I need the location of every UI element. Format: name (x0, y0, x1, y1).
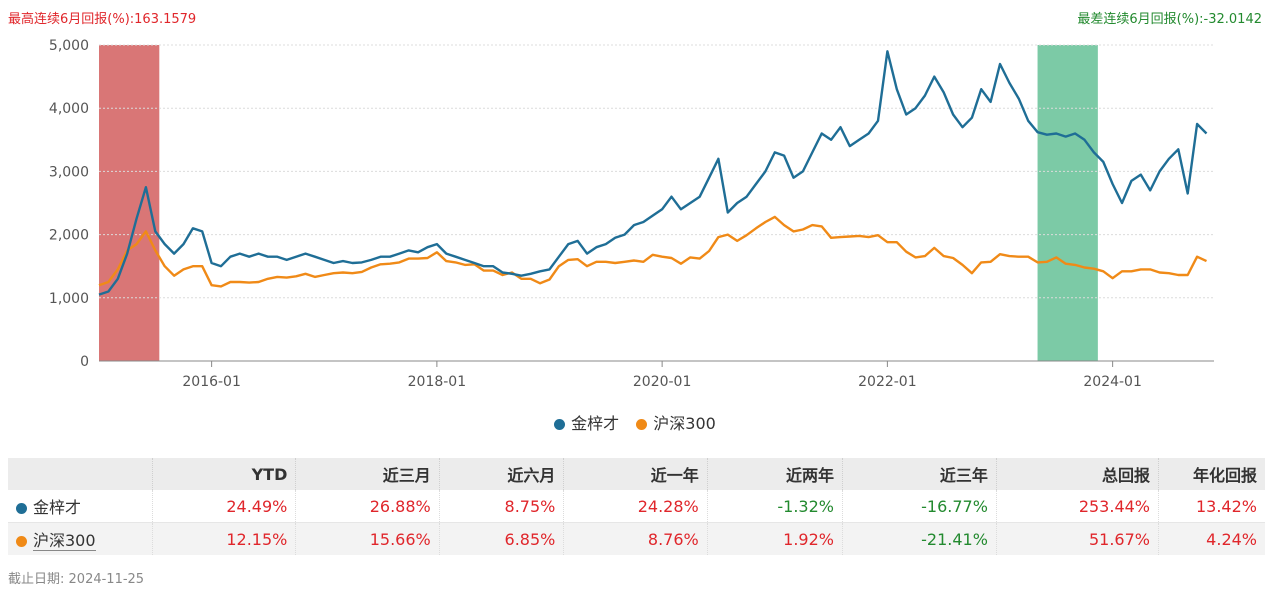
row-color-dot (16, 503, 27, 514)
legend-label-fund: 金梓才 (571, 414, 620, 433)
x-tick-label: 2016-01 (182, 374, 241, 390)
series-line-index (98, 215, 1208, 288)
table-row: 沪深300 12.15% 15.66% 6.85% 8.76% 1.92% -2… (8, 522, 1265, 555)
y-tick-label: 4,000 (49, 101, 89, 117)
value-cell: 253.44% (996, 490, 1160, 523)
best-6m-return: 最高连续6月回报(%):163.1579 (8, 8, 196, 27)
header-cell-1y: 近一年 (563, 458, 708, 490)
legend-dot-index (636, 419, 648, 430)
y-tick-label: 0 (80, 354, 89, 370)
legend-label-index: 沪深300 (653, 414, 716, 433)
value-cell: 15.66% (295, 522, 440, 555)
series-line-fund (98, 50, 1208, 296)
x-tick-label: 2018-01 (408, 374, 467, 390)
row-name-cell: 沪深300 (8, 522, 153, 555)
line-chart: 0 1,000 2,000 3,000 4,000 5,000 2016-01 2018-0… (49, 38, 1214, 390)
row-name: 沪深300 (33, 531, 96, 551)
chart-legend: 金梓才 沪深300 (0, 410, 1270, 434)
x-tick-label: 2024-01 (1083, 374, 1142, 390)
legend-item-index[interactable]: 沪深300 (636, 410, 716, 434)
y-axis-ticks: 0 1,000 2,000 3,000 4,000 5,000 (49, 38, 89, 370)
worst-6m-return-label: 最差连续6月回报(%): (1077, 12, 1204, 27)
value-cell: 4.24% (1158, 522, 1265, 555)
value-cell: 1.92% (707, 522, 843, 555)
cutoff-date-value: 2024-11-25 (68, 572, 145, 587)
value-cell: -16.77% (842, 490, 997, 523)
cutoff-date: 截止日期: 2024-11-25 (8, 568, 144, 587)
legend-item-fund[interactable]: 金梓才 (554, 410, 619, 434)
value-cell: 24.49% (152, 490, 297, 523)
header-cell-name (8, 458, 153, 490)
header-cell-ytd: YTD (152, 458, 297, 490)
x-axis: 2016-01 2018-01 2020-01 2022-01 2024-01 (99, 360, 1214, 390)
best-6m-return-label: 最高连续6月回报(%): (8, 12, 135, 27)
y-tick-label: 5,000 (49, 38, 89, 54)
y-tick-label: 2,000 (49, 228, 89, 244)
value-cell: 26.88% (295, 490, 440, 523)
value-cell: 12.15% (152, 522, 297, 555)
header-cell-3m: 近三月 (295, 458, 440, 490)
cutoff-date-label: 截止日期: (8, 572, 65, 587)
legend-dot-fund (554, 419, 566, 430)
header-cell-annualized: 年化回报 (1158, 458, 1265, 490)
x-tick-label: 2022-01 (858, 374, 917, 390)
header-cell-total: 总回报 (996, 458, 1160, 490)
worst-6m-return: 最差连续6月回报(%):-32.0142 (1077, 8, 1262, 27)
row-name: 金梓才 (33, 498, 82, 517)
value-cell: 13.42% (1158, 490, 1265, 523)
highlight-bands (99, 45, 1098, 361)
table-row: 金梓才 24.49% 26.88% 8.75% 24.28% -1.32% -1… (8, 490, 1265, 523)
header-cell-2y: 近两年 (707, 458, 843, 490)
value-cell: -21.41% (842, 522, 997, 555)
value-cell: 24.28% (563, 490, 708, 523)
value-cell: -1.32% (707, 490, 843, 523)
value-cell: 8.75% (439, 490, 565, 523)
worst-6m-return-value: -32.0142 (1203, 12, 1262, 27)
y-tick-label: 1,000 (49, 291, 89, 307)
performance-table: YTD 近三月 近六月 近一年 近两年 近三年 总回报 年化回报 金梓才 24.… (8, 458, 1265, 555)
series-lines (98, 50, 1208, 296)
highlight-band-worst (1037, 45, 1098, 361)
header-cell-3y: 近三年 (842, 458, 997, 490)
table-header-row: YTD 近三月 近六月 近一年 近两年 近三年 总回报 年化回报 (8, 458, 1265, 490)
best-6m-return-value: 163.1579 (134, 12, 197, 27)
value-cell: 8.76% (563, 522, 708, 555)
value-cell: 51.67% (996, 522, 1160, 555)
row-color-dot (16, 536, 27, 547)
y-tick-label: 3,000 (49, 164, 89, 180)
value-cell: 6.85% (439, 522, 565, 555)
x-tick-label: 2020-01 (633, 374, 692, 390)
header-cell-6m: 近六月 (439, 458, 565, 490)
row-name-cell: 金梓才 (8, 490, 153, 523)
